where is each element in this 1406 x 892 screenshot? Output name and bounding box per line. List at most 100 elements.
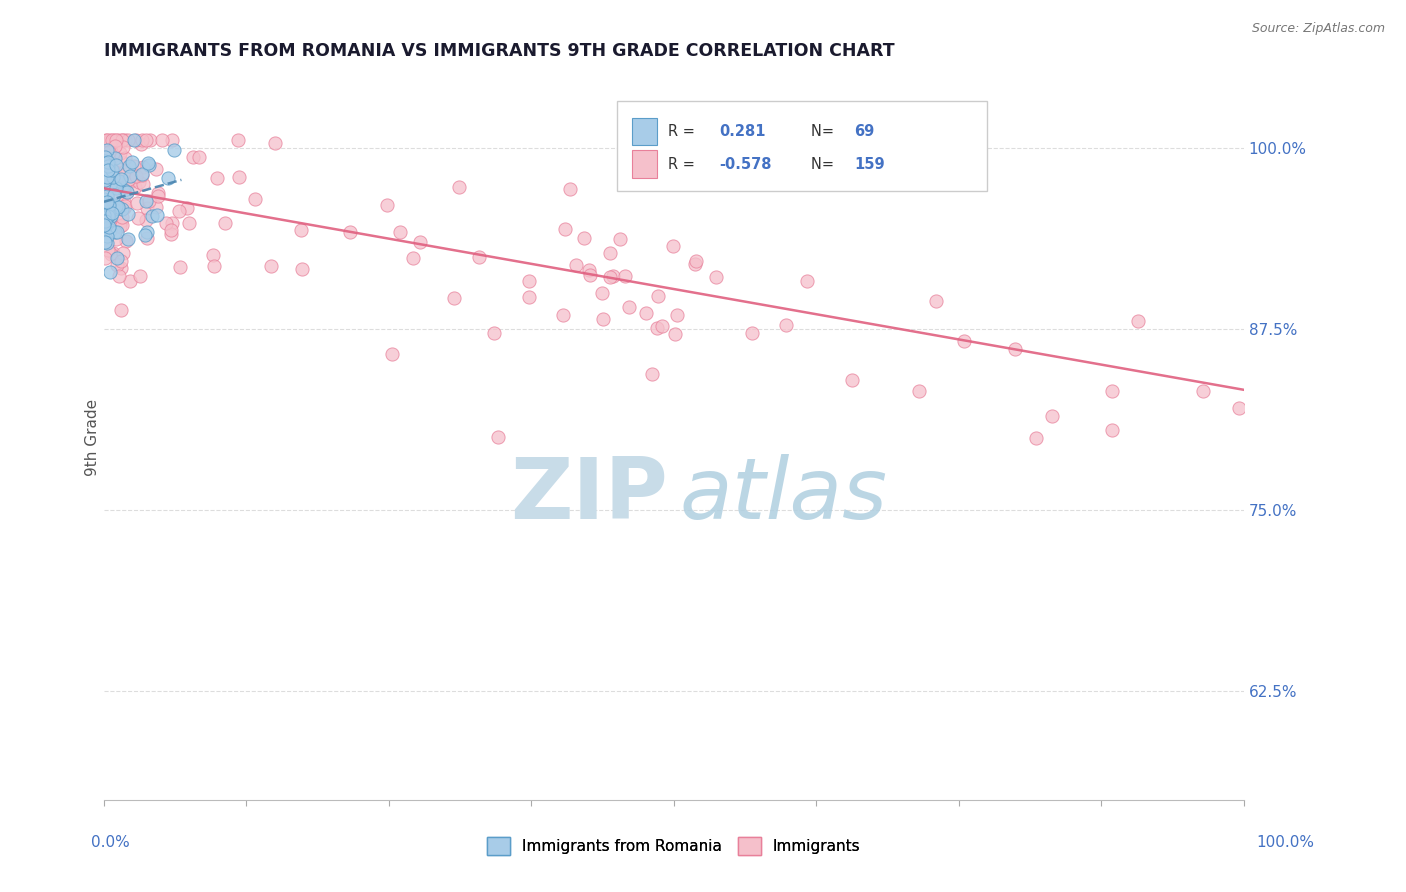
Point xyxy=(97,162,120,177)
Point xyxy=(93,208,115,222)
Text: 0.281: 0.281 xyxy=(720,124,766,139)
Text: R =: R = xyxy=(668,124,700,139)
Point xyxy=(609,232,631,246)
Point xyxy=(201,248,224,262)
Point xyxy=(94,156,117,170)
Point xyxy=(129,268,152,283)
Point xyxy=(98,223,121,237)
Point xyxy=(704,269,727,284)
Point xyxy=(103,203,125,218)
Text: Source: ZipAtlas.com: Source: ZipAtlas.com xyxy=(1251,22,1385,36)
Point xyxy=(94,212,117,227)
Point xyxy=(125,196,148,211)
Point xyxy=(145,200,167,214)
Point xyxy=(135,231,157,245)
Point xyxy=(97,219,120,234)
Point xyxy=(103,133,125,147)
Point xyxy=(578,262,600,277)
Point xyxy=(117,232,139,246)
Point xyxy=(132,160,155,174)
Point xyxy=(572,230,595,244)
Point xyxy=(110,171,132,186)
Point xyxy=(110,214,132,228)
Point xyxy=(124,159,146,173)
Point xyxy=(120,169,142,183)
Point xyxy=(160,222,183,236)
Point xyxy=(685,253,707,268)
Point xyxy=(110,169,132,183)
Point xyxy=(263,136,285,150)
Point xyxy=(97,186,120,200)
Point xyxy=(121,173,143,187)
Point xyxy=(114,133,136,147)
Point xyxy=(111,133,134,147)
Point xyxy=(141,210,163,224)
Point xyxy=(110,254,132,268)
Point xyxy=(103,198,125,212)
FancyBboxPatch shape xyxy=(617,101,987,191)
Point xyxy=(409,235,432,249)
Point xyxy=(131,133,153,147)
Point xyxy=(94,226,117,240)
Point xyxy=(124,180,146,194)
Point xyxy=(108,201,131,215)
Point xyxy=(107,225,129,239)
FancyBboxPatch shape xyxy=(631,151,657,178)
Point xyxy=(94,157,117,171)
Point xyxy=(94,235,117,249)
Point xyxy=(94,251,117,265)
Point xyxy=(163,144,186,158)
Point xyxy=(228,133,250,147)
Point xyxy=(101,149,124,163)
Point xyxy=(115,185,138,199)
Point xyxy=(105,258,128,272)
Point xyxy=(101,206,124,220)
Point xyxy=(94,173,117,187)
Point xyxy=(167,204,190,219)
Point xyxy=(93,149,115,163)
Point xyxy=(98,265,121,279)
Point xyxy=(443,291,465,305)
Point xyxy=(138,194,160,208)
Point xyxy=(160,227,183,241)
Point xyxy=(100,209,122,223)
Point xyxy=(554,222,576,236)
Point xyxy=(108,173,131,187)
Point xyxy=(202,259,225,273)
Point xyxy=(97,244,120,258)
Point xyxy=(121,155,143,169)
Text: N=: N= xyxy=(811,124,838,139)
Point xyxy=(103,187,125,202)
Point xyxy=(93,213,115,227)
Point xyxy=(120,273,142,287)
Point xyxy=(468,251,491,265)
Point xyxy=(131,169,153,183)
Point xyxy=(96,144,118,158)
Legend: Immigrants from Romania, Immigrants: Immigrants from Romania, Immigrants xyxy=(481,830,866,862)
Point xyxy=(156,171,179,186)
Point xyxy=(666,308,689,322)
Text: 69: 69 xyxy=(853,124,875,139)
Point xyxy=(105,232,128,246)
Point xyxy=(131,167,153,181)
Point xyxy=(841,373,863,387)
Point xyxy=(105,158,128,172)
Point xyxy=(447,179,470,194)
Point xyxy=(111,140,134,154)
Point xyxy=(110,260,132,275)
Point xyxy=(683,257,706,271)
Point xyxy=(145,162,167,177)
Point xyxy=(381,347,404,361)
Point xyxy=(117,207,139,221)
Point xyxy=(100,133,122,147)
Point xyxy=(118,172,141,186)
Point xyxy=(135,194,157,208)
Point xyxy=(118,159,141,173)
Point xyxy=(599,269,621,284)
Text: 159: 159 xyxy=(853,157,884,172)
Point xyxy=(117,133,139,147)
Point xyxy=(100,163,122,178)
Point xyxy=(98,196,121,211)
Point xyxy=(104,133,127,147)
Point xyxy=(139,133,162,147)
